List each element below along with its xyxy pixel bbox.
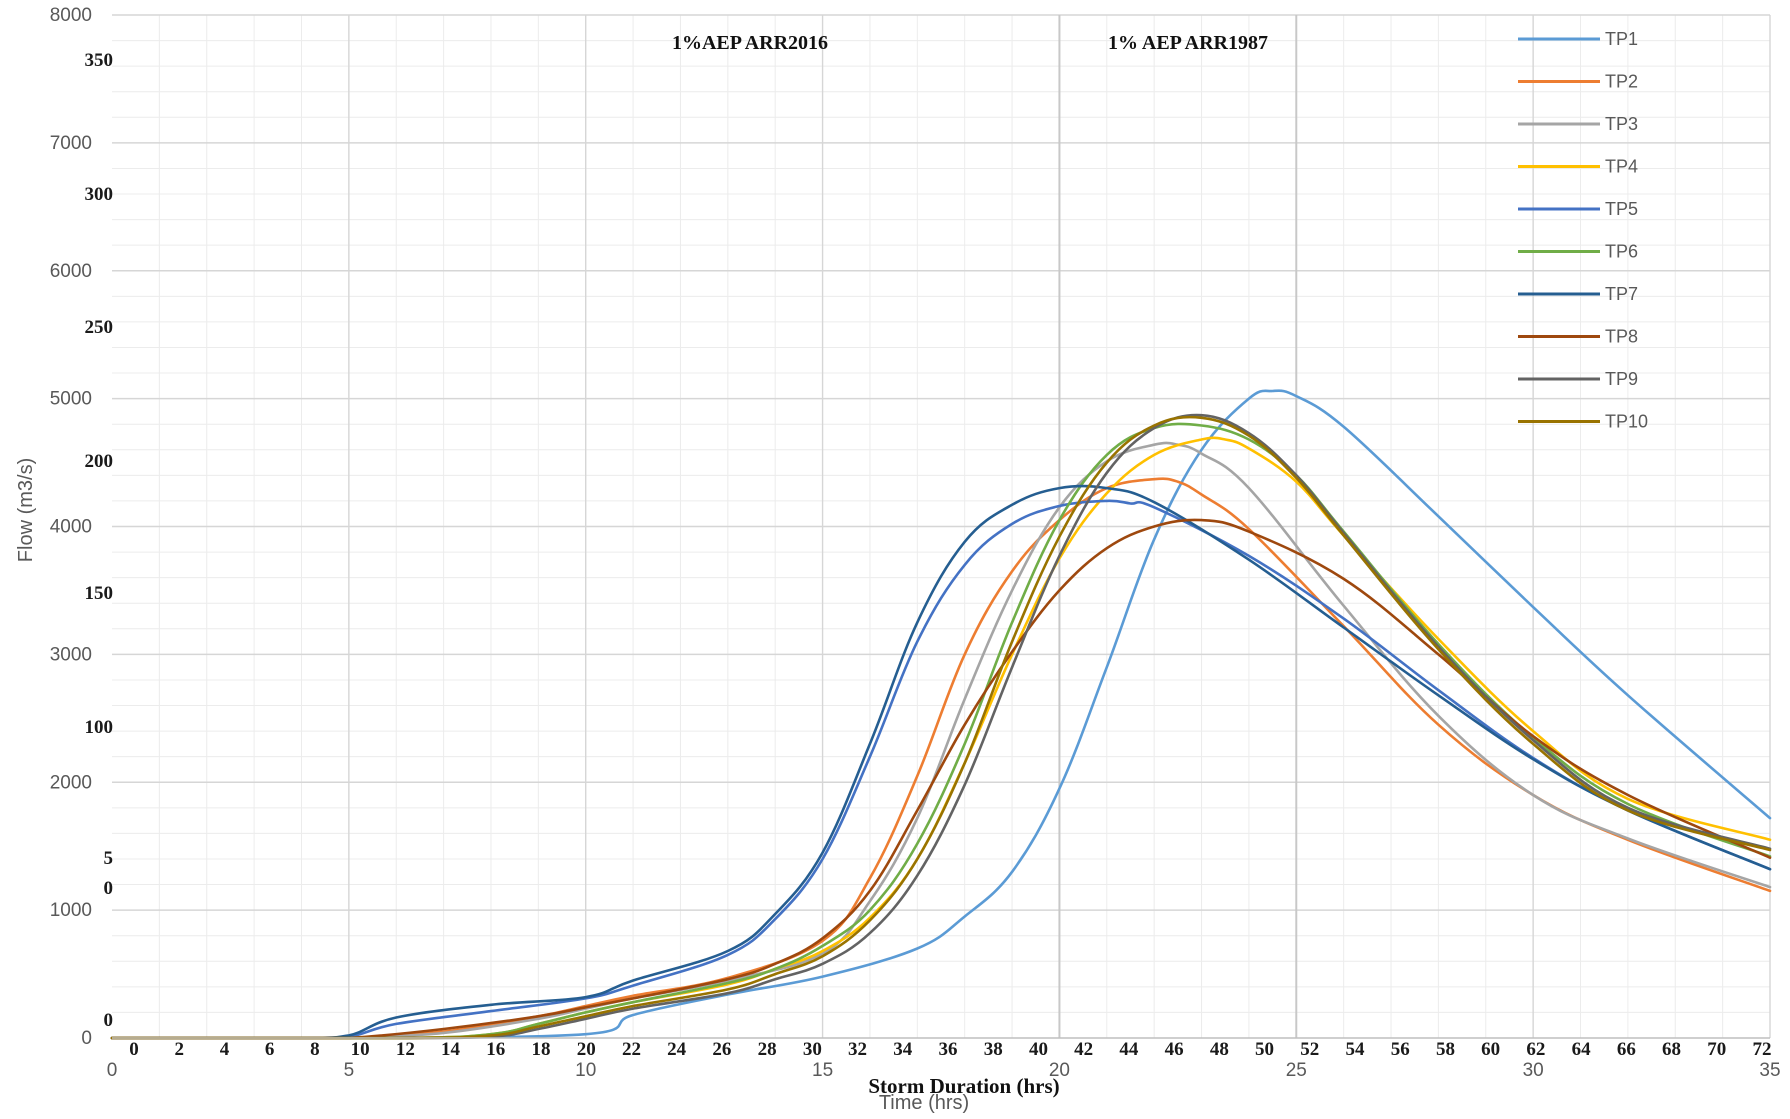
legend-label-tp1: TP1 — [1605, 29, 1638, 49]
overlay-y-tick-label: 350 — [85, 50, 114, 71]
overlay-x-tick-label: 36 — [939, 1039, 958, 1060]
vertical-markers — [1058, 15, 1298, 1038]
overlay-y-tick-label: 150 — [85, 583, 114, 604]
overlay-y-tick-label: 0 — [104, 878, 114, 899]
y-axis-title: Flow (m3/s) — [15, 458, 37, 562]
y-tick-label: 2000 — [50, 772, 92, 793]
overlay-x-tick-label: 28 — [758, 1039, 777, 1060]
y-tick-label: 7000 — [50, 133, 92, 154]
x-tick-label: 5 — [344, 1060, 355, 1081]
overlay-x-tick-label: 8 — [310, 1039, 320, 1060]
overlay-y-tick-label: 250 — [85, 317, 114, 338]
overlay-x-tick-label: 30 — [803, 1039, 822, 1060]
annotation-arr2016: 1%AEP ARR2016 — [672, 32, 828, 54]
overlay-y-tick-label: 5 — [104, 848, 114, 869]
legend: TP1 TP2 TP3 TP4 TP5 TP6 TP7 TP8 TP9 TP10 — [1518, 29, 1648, 432]
overlay-x-tick-label: 72 — [1753, 1039, 1772, 1060]
overlay-x-tick-label: 12 — [396, 1039, 415, 1060]
overlay-x-tick-label: 14 — [441, 1039, 461, 1060]
x-tick-label: 0 — [107, 1060, 118, 1081]
x-tick-label: 15 — [812, 1060, 833, 1081]
overlay-x-tick-label: 60 — [1481, 1039, 1500, 1060]
overlay-x-tick-label: 22 — [622, 1039, 641, 1060]
overlay-x-tick-label: 0 — [129, 1039, 139, 1060]
overlay-x-tick-label: 54 — [1346, 1039, 1366, 1060]
overlay-y-tick-label: 100 — [85, 717, 114, 738]
series-layer — [110, 389, 1772, 1040]
overlay-x-tick-label: 4 — [220, 1039, 230, 1060]
overlay-x-tick-label: 38 — [984, 1039, 1003, 1060]
overlay-x-tick-label: 62 — [1526, 1039, 1545, 1060]
legend-label-tp8: TP8 — [1605, 327, 1638, 347]
series-line-tp8 — [110, 518, 1772, 1040]
legend-label-tp7: TP7 — [1605, 284, 1638, 304]
x-tick-label: 25 — [1286, 1060, 1307, 1081]
series-line-tp3 — [110, 441, 1772, 1040]
overlay-x-tick-label: 24 — [667, 1039, 687, 1060]
y-tick-label: 3000 — [50, 644, 92, 665]
legend-label-tp2: TP2 — [1605, 72, 1638, 92]
series-line-tp6 — [110, 422, 1772, 1040]
overlay-x-tick-label: 56 — [1391, 1039, 1410, 1060]
x-tick-label: 10 — [575, 1060, 596, 1081]
legend-label-tp9: TP9 — [1605, 369, 1638, 389]
overlay-x-tick-label: 34 — [893, 1039, 913, 1060]
legend-label-tp6: TP6 — [1605, 242, 1638, 262]
y-tick-label: 1000 — [50, 900, 92, 921]
overlay-x-tick-label: 64 — [1572, 1039, 1592, 1060]
x-axis-title: Time (hrs) — [879, 1092, 969, 1114]
y-tick-label: 8000 — [50, 5, 92, 26]
series-line-tp2 — [110, 477, 1772, 1040]
overlay-x-tick-label: 52 — [1300, 1039, 1319, 1060]
overlay-x-tick-label: 46 — [1165, 1039, 1184, 1060]
overlay-x-tick-label: 70 — [1707, 1039, 1726, 1060]
overlay-y-tick-label: 300 — [85, 184, 114, 205]
legend-label-tp5: TP5 — [1605, 199, 1638, 219]
y-tick-label: 6000 — [50, 261, 92, 282]
series-line-tp9 — [110, 413, 1772, 1040]
legend-label-tp4: TP4 — [1605, 157, 1638, 177]
series-line-tp5 — [110, 499, 1772, 1040]
overlay-x-tick-label: 10 — [351, 1039, 370, 1060]
overlay-x-tick-label: 40 — [1029, 1039, 1048, 1060]
overlay-x-tick-label: 68 — [1662, 1039, 1681, 1060]
series-line-tp4 — [110, 436, 1772, 1040]
x-tick-label: 35 — [1759, 1060, 1780, 1081]
overlay-x-tick-label: 26 — [712, 1039, 731, 1060]
overlay-x-tick-label: 2 — [174, 1039, 184, 1060]
overlay-x-tick-label: 50 — [1255, 1039, 1274, 1060]
overlay-x-tick-label: 20 — [577, 1039, 596, 1060]
overlay-x-tick-label: 48 — [1210, 1039, 1229, 1060]
y-tick-label: 4000 — [50, 517, 92, 538]
overlay-x-tick-label: 66 — [1617, 1039, 1636, 1060]
x-tick-label: 30 — [1523, 1060, 1544, 1081]
x-tick-label: 20 — [1049, 1060, 1070, 1081]
annotation-arr1987: 1% AEP ARR1987 — [1108, 32, 1268, 54]
overlay-x-tick-label: 32 — [848, 1039, 867, 1060]
overlay-x-tick-label: 6 — [265, 1039, 275, 1060]
overlay-x-tick-label: 18 — [532, 1039, 551, 1060]
series-line-tp10 — [110, 415, 1772, 1040]
storm-duration-title: Storm Duration (hrs) — [868, 1074, 1059, 1098]
overlay-y-tick-label: 200 — [85, 451, 114, 472]
overlay-x-tick-label: 16 — [486, 1039, 505, 1060]
legend-label-tp3: TP3 — [1605, 114, 1638, 134]
axis-layer: 0100020003000400050006000700080000501001… — [50, 5, 1781, 1081]
legend-label-tp10: TP10 — [1605, 412, 1648, 432]
y-tick-label: 5000 — [50, 389, 92, 410]
overlay-y-tick-label: 0 — [104, 1010, 114, 1031]
overlay-x-tick-label: 44 — [1119, 1039, 1139, 1060]
overlay-x-tick-label: 58 — [1436, 1039, 1455, 1060]
series-line-tp7 — [110, 484, 1772, 1040]
grid-layer — [112, 14, 1771, 1038]
y-tick-label: 0 — [81, 1028, 92, 1049]
series-line-tp1 — [110, 389, 1772, 1040]
overlay-x-tick-label: 42 — [1074, 1039, 1093, 1060]
